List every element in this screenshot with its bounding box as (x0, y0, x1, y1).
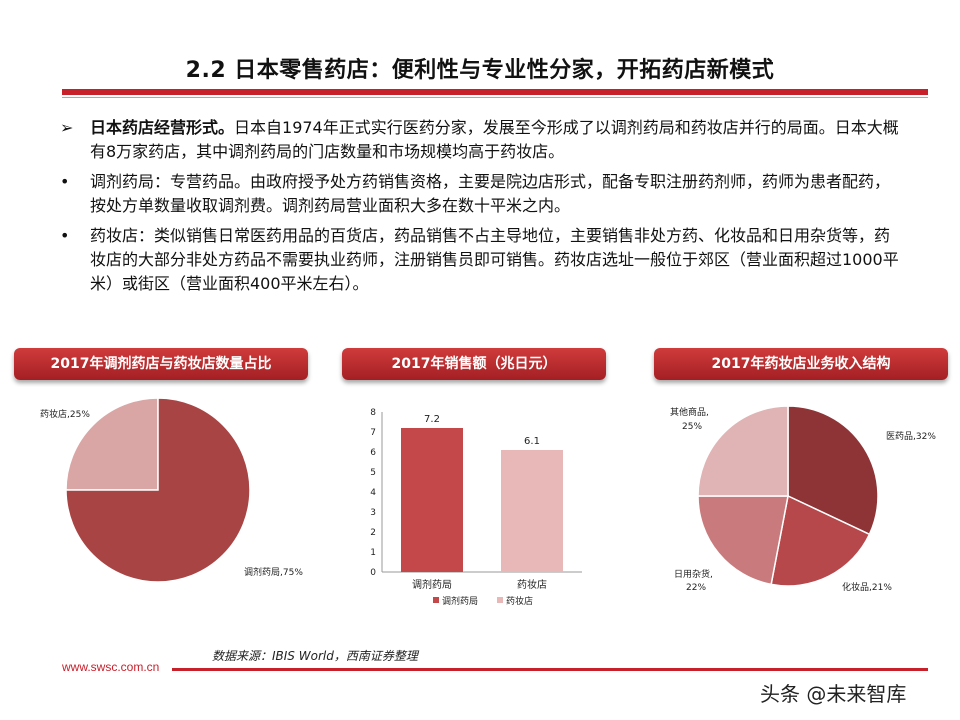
x-tick-label: 药妆店 (517, 578, 547, 591)
legend-label-0: 调剂药局 (442, 595, 478, 607)
bar-1 (501, 450, 563, 572)
pie-chart-store-share: 药妆店,25% 调剂药局,75% (12, 387, 322, 617)
y-tick-label: 5 (370, 468, 376, 478)
y-tick-label: 6 (370, 448, 376, 458)
legend-swatch-0 (433, 597, 439, 603)
footer-url[interactable]: www.swsc.com.cn (62, 660, 160, 674)
arrow-bullet-icon: ➢ (60, 118, 74, 137)
pie2-label-2a: 日用杂货, (674, 568, 713, 580)
bullet-heading: 日本药店经营形式。 (90, 118, 235, 137)
pie-chart-revenue-structure: 医药品,32% 化妆品,21% 日用杂货, 22% 其他商品, 25% (646, 387, 954, 617)
bullet-text: 调剂药局：专营药品。由政府授予处方药销售资格，主要是院边店形式，配备专职注册药剂… (90, 172, 891, 215)
y-tick-label: 7 (370, 428, 376, 438)
pie2-label-0: 医药品,32% (886, 431, 936, 442)
bullet-text: 药妆店：类似销售日常医药用品的百货店，药品销售不占主导地位，主要销售非处方药、化… (90, 226, 899, 293)
pie-slice-1 (65, 397, 159, 491)
bullet-item: • 调剂药局：专营药品。由政府授予处方药销售资格，主要是院边店形式，配备专职注册… (60, 170, 900, 218)
pie1-label-0: 药妆店,25% (40, 408, 90, 420)
y-tick-label: 3 (370, 508, 376, 518)
x-tick-label: 调剂药局 (412, 578, 452, 591)
y-tick-label: 1 (370, 548, 376, 558)
legend-swatch-1 (497, 597, 503, 603)
y-tick-label: 0 (370, 568, 376, 578)
bullet-list: ➢ 日本药店经营形式。日本自1974年正式实行医药分家，发展至今形成了以调剂药局… (60, 116, 900, 302)
bar-0 (401, 428, 463, 572)
chart3-title: 2017年药妆店业务收入结构 (654, 348, 948, 380)
pie1-label-1: 调剂药局,75% (244, 566, 303, 578)
chart1-title: 2017年调剂药店与药妆店数量占比 (14, 348, 308, 380)
y-tick-label: 8 (370, 408, 376, 418)
footer-divider (172, 668, 928, 671)
pie-slice-0 (787, 405, 879, 536)
bullet-item: ➢ 日本药店经营形式。日本自1974年正式实行医药分家，发展至今形成了以调剂药局… (60, 116, 900, 164)
y-tick-label: 4 (370, 488, 376, 498)
y-tick-label: 2 (370, 528, 376, 538)
chart2-title: 2017年销售额（兆日元） (342, 348, 606, 380)
watermark-text: 头条 @未来智库 (760, 682, 907, 706)
pie2-label-3a: 其他商品, (670, 406, 709, 418)
bullet-text: 日本自1974年正式实行医药分家，发展至今形成了以调剂药局和药妆店并行的局面。日… (90, 118, 899, 161)
data-source-note: 数据来源：IBIS World，西南证券整理 (212, 649, 418, 663)
pie2-label-3b: 25% (682, 422, 702, 432)
slide-title: 2.2 日本零售药店：便利性与专业性分家，开拓药店新模式 (185, 58, 775, 83)
pie2-label-2b: 22% (686, 583, 706, 593)
title-underline-thin (62, 97, 928, 98)
pie-slice-1 (770, 494, 871, 587)
bar-value-label: 7.2 (424, 414, 440, 425)
pie-slice-0 (65, 397, 251, 583)
dot-bullet-icon: • (60, 226, 70, 245)
pie2-label-1: 化妆品,21% (842, 581, 892, 593)
bar-value-label: 6.1 (524, 436, 540, 447)
dot-bullet-icon: • (60, 172, 70, 191)
bullet-item: • 药妆店：类似销售日常医药用品的百货店，药品销售不占主导地位，主要销售非处方药… (60, 224, 900, 296)
legend-label-1: 药妆店 (506, 595, 533, 607)
pie-slice-2 (697, 495, 789, 586)
pie-slice-3 (697, 405, 789, 497)
title-underline (62, 89, 928, 95)
